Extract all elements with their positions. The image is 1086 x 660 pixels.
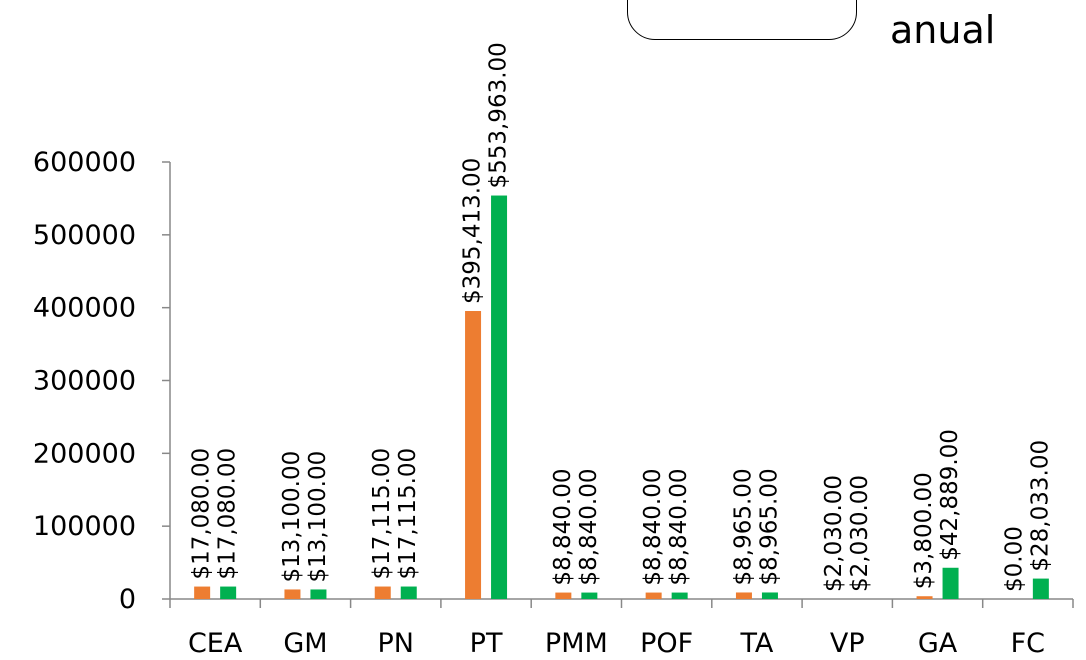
y-tick-label: 200000 — [33, 438, 136, 469]
x-tick-label: PMM — [545, 628, 608, 659]
data-label: $8,840.00 — [550, 468, 576, 585]
bar — [220, 586, 237, 599]
data-label: $8,840.00 — [640, 468, 666, 585]
y-tick-label: 100000 — [33, 511, 136, 542]
legend-box — [627, 0, 857, 40]
data-label: $42,889.00 — [937, 429, 963, 561]
data-label: $17,115.00 — [395, 448, 421, 580]
data-label: $8,965.00 — [756, 468, 782, 585]
bar — [465, 311, 482, 599]
data-label: $8,840.00 — [576, 468, 602, 585]
data-label: $13,100.00 — [305, 451, 331, 583]
chart-tick-labels: 0 100000 200000 300000 400000 500000 600000 CEA… — [33, 147, 1045, 659]
bar — [735, 592, 752, 599]
bar — [310, 589, 327, 599]
y-tick-label: 600000 — [33, 147, 136, 178]
bar — [671, 592, 688, 599]
x-tick-label: CEA — [188, 628, 243, 659]
x-tick-label: TA — [740, 628, 774, 659]
bar — [942, 567, 959, 599]
bar — [284, 589, 301, 599]
bar — [916, 596, 933, 599]
bar — [491, 195, 508, 600]
chart-bars — [194, 195, 1049, 600]
chart-data-labels: $17,080.00 $17,080.00 $13,100.00 $13,100.00… — [189, 42, 1054, 592]
data-label: $17,080.00 — [215, 448, 241, 580]
data-label: $17,115.00 — [369, 448, 395, 580]
bar — [194, 586, 211, 599]
bar — [374, 586, 391, 599]
legend-text: anual — [890, 8, 996, 52]
x-tick-label: FC — [1011, 628, 1045, 659]
bar — [1032, 578, 1049, 599]
bar — [761, 592, 778, 599]
x-tick-label: GA — [918, 628, 958, 659]
data-label: $395,413.00 — [460, 158, 486, 304]
bar — [555, 592, 572, 599]
data-label: $17,080.00 — [189, 448, 215, 580]
data-label: $8,840.00 — [666, 468, 692, 585]
y-tick-label: 400000 — [33, 293, 136, 324]
data-label: $13,100.00 — [279, 451, 305, 583]
data-label: $2,030.00 — [821, 475, 847, 592]
data-label: $28,033.00 — [1027, 440, 1053, 572]
data-label: $2,030.00 — [847, 475, 873, 592]
y-tick-label: 0 — [119, 584, 136, 615]
data-label: $8,965.00 — [730, 468, 756, 585]
x-tick-label: POF — [640, 628, 693, 659]
bar — [645, 592, 662, 599]
y-tick-label: 500000 — [33, 220, 136, 251]
data-label: $0.00 — [1001, 526, 1027, 592]
x-tick-label: PT — [470, 628, 503, 659]
x-tick-label: PN — [378, 628, 414, 659]
bar — [581, 592, 598, 599]
data-label: $553,963.00 — [486, 42, 512, 188]
data-label: $3,800.00 — [911, 472, 937, 589]
x-tick-label: VP — [830, 628, 865, 659]
bar — [400, 586, 417, 599]
y-tick-label: 300000 — [33, 366, 136, 397]
x-tick-label: GM — [283, 628, 327, 659]
